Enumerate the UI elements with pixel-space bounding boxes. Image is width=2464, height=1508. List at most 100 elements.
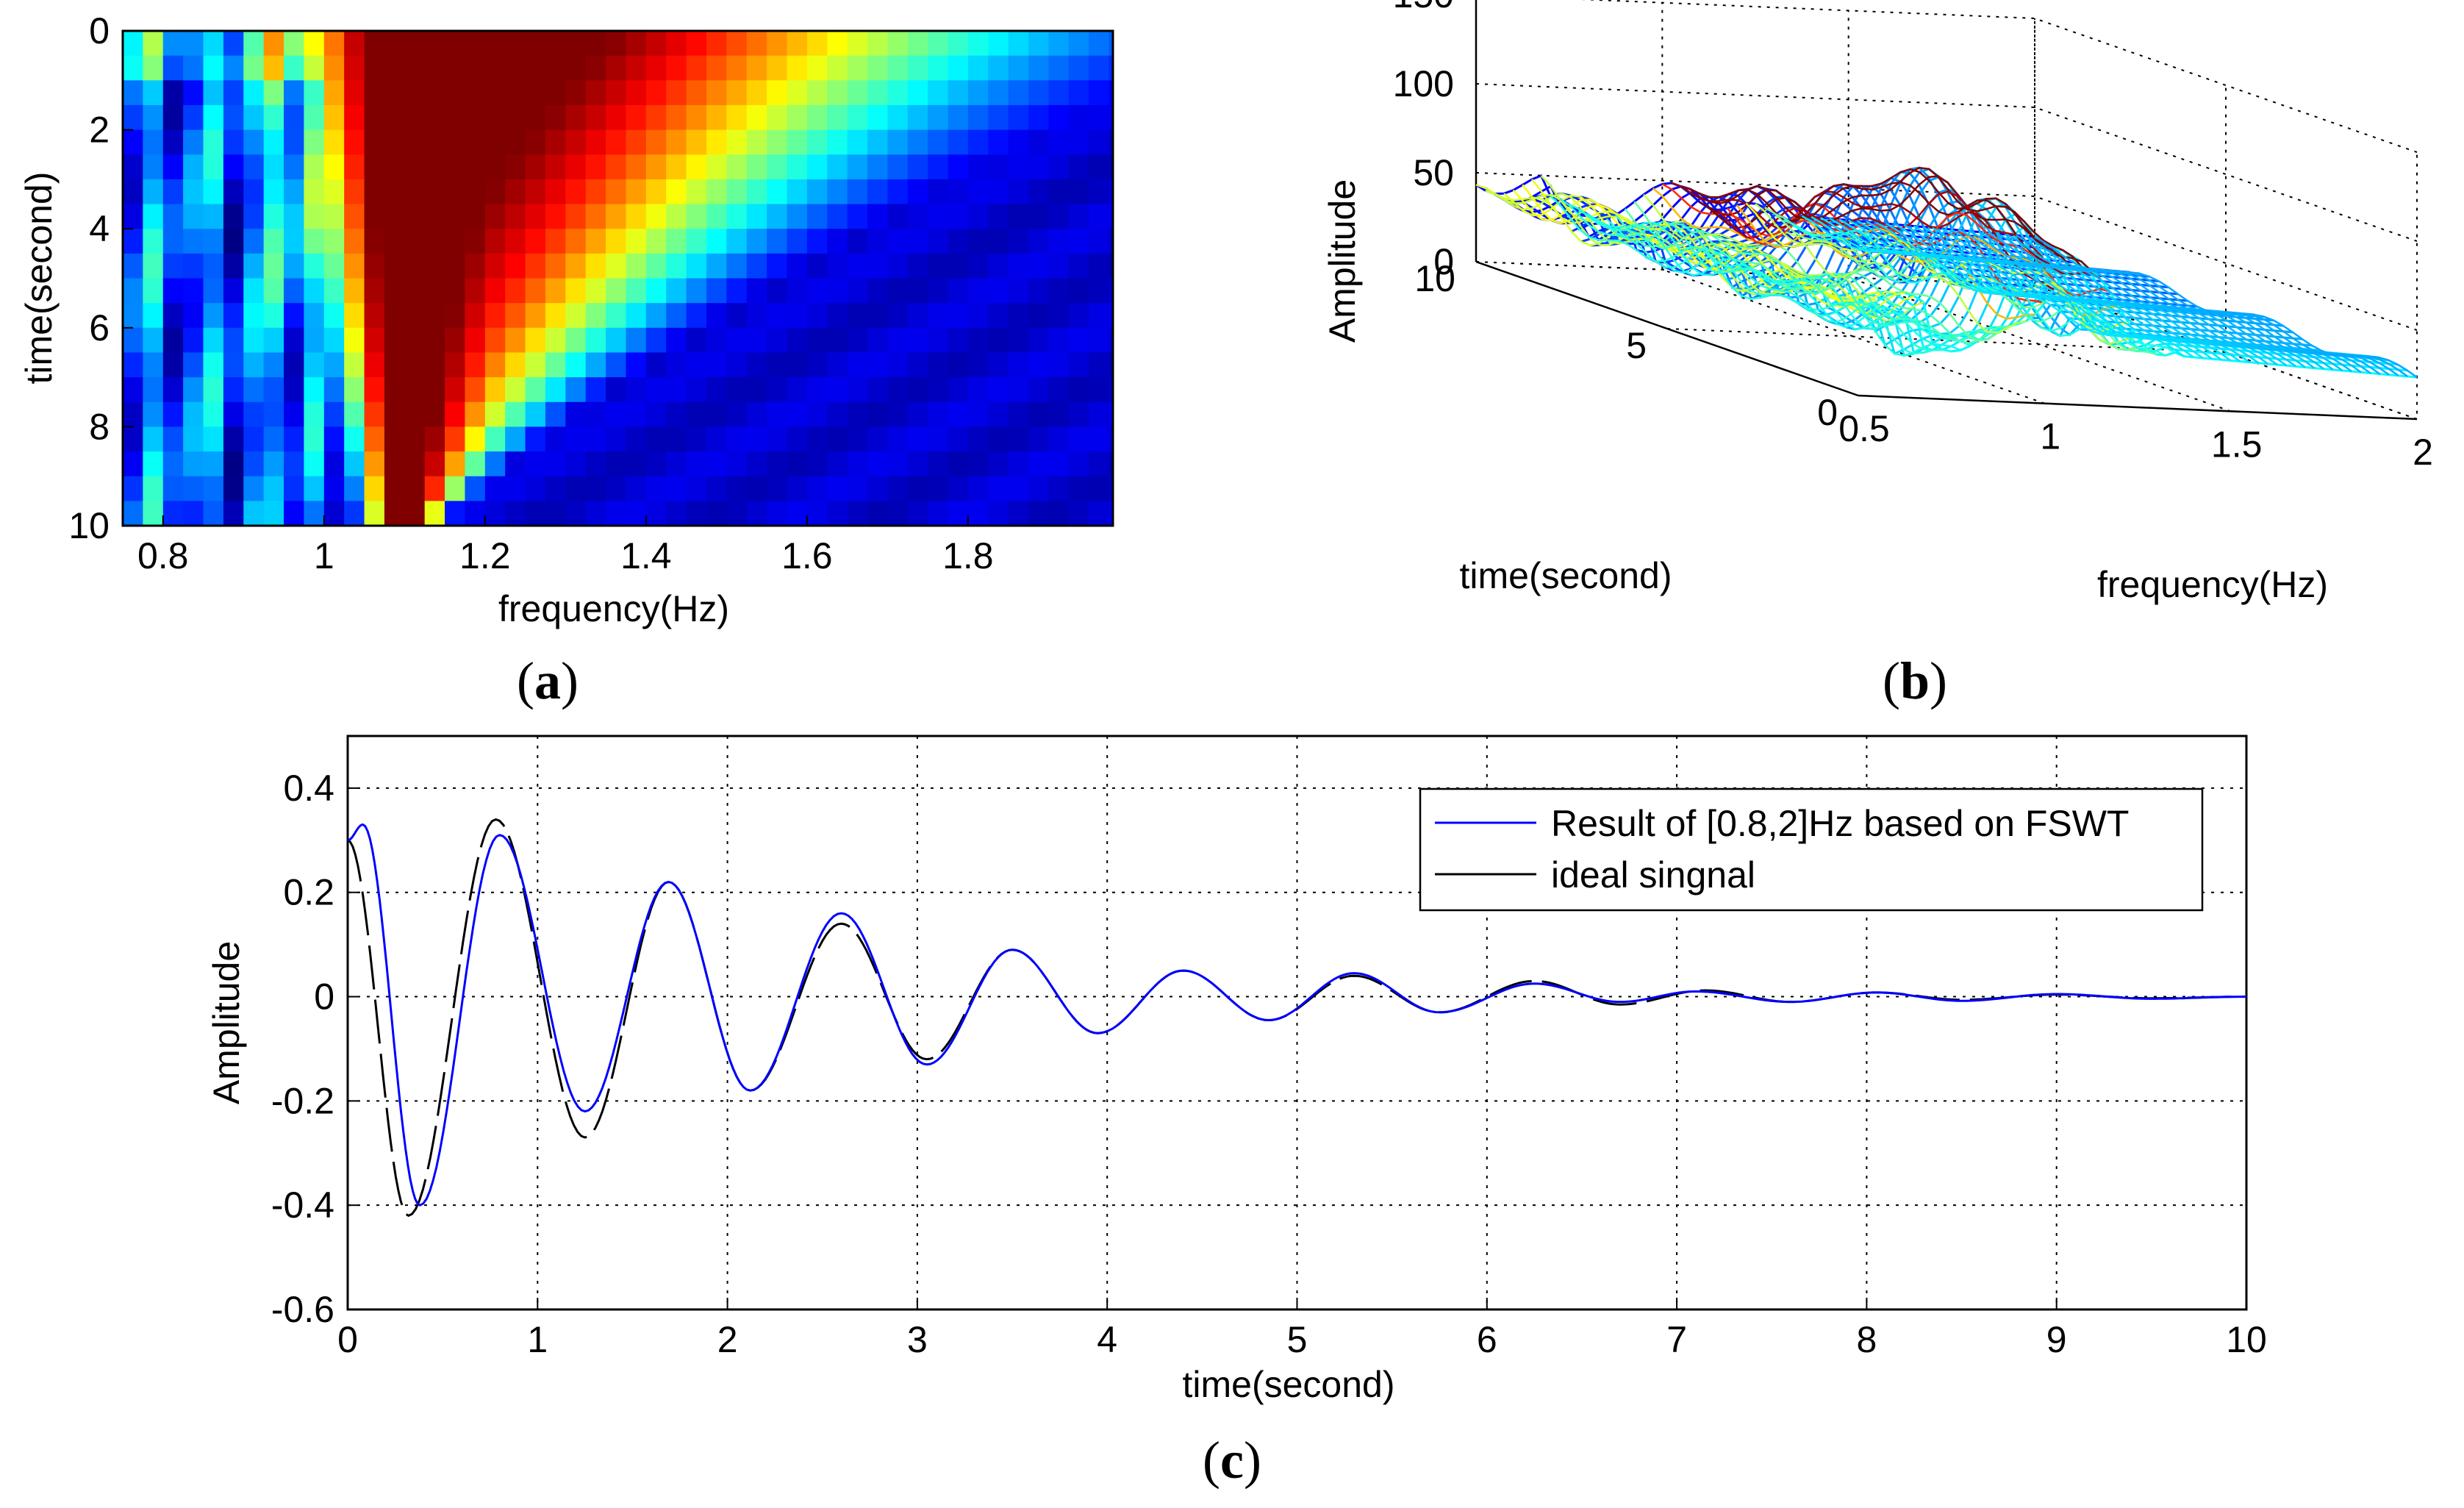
heatmap-y-tick-label: 6: [89, 307, 110, 349]
heatmap-cell: [867, 426, 888, 452]
heatmap-cell: [263, 426, 284, 452]
heatmap-cell: [484, 179, 506, 205]
heatmap-cell: [525, 229, 546, 254]
heatmap-cell: [847, 154, 868, 180]
heatmap-cell: [162, 179, 184, 205]
heatmap-cell: [123, 327, 143, 354]
heatmap-cell: [243, 154, 265, 180]
heatmap-cell: [806, 229, 828, 254]
heatmap-cell: [686, 179, 707, 205]
heatmap-cell: [706, 501, 727, 526]
surface-z-tick-label: 0: [1433, 241, 1454, 282]
heatmap-cell: [706, 104, 727, 131]
heatmap-cell: [223, 80, 244, 106]
heatmap-cell: [867, 303, 888, 329]
heatmap-cell: [243, 426, 265, 452]
heatmap-cell: [948, 80, 969, 106]
heatmap-cell: [424, 154, 445, 180]
heatmap-cell: [162, 327, 184, 354]
surface-mesh-line: [1717, 190, 2101, 280]
heatmap-cell: [988, 154, 1009, 180]
heatmap-cell: [666, 327, 687, 354]
heatmap-cell: [284, 204, 305, 229]
heatmap-cell: [666, 352, 687, 378]
heatmap-cell: [304, 104, 325, 131]
heatmap-cell: [606, 253, 627, 279]
heatmap-cell: [706, 451, 727, 477]
heatmap-cell: [827, 179, 848, 205]
heatmap-cell: [847, 327, 868, 354]
heatmap-cell: [746, 80, 767, 106]
heatmap-cell: [364, 104, 385, 131]
heatmap-y-label: time(second): [18, 172, 60, 385]
heatmap-cell: [767, 129, 788, 155]
heatmap-cell: [183, 426, 204, 452]
heatmap-cell: [465, 31, 486, 57]
heatmap-cell: [143, 451, 164, 477]
heatmap-cell: [787, 352, 808, 378]
heatmap-cell: [223, 129, 244, 155]
heatmap-cell: [948, 253, 969, 279]
heatmap-cell: [967, 426, 989, 452]
heatmap-cell: [484, 401, 506, 427]
surface-z-tick-label: 100: [1393, 63, 1454, 104]
heatmap-cell: [928, 55, 949, 81]
heatmap-cell: [203, 327, 224, 354]
heatmap-cell: [1068, 55, 1089, 81]
heatmap-cell: [585, 377, 606, 403]
heatmap-axes-box: [121, 29, 1114, 527]
heatmap-cell: [988, 129, 1009, 155]
heatmap-cell: [1008, 426, 1029, 452]
heatmap-cell: [1068, 352, 1089, 378]
heatmap-cell: [404, 129, 426, 155]
line-x-label: time(second): [1183, 1364, 1395, 1405]
heatmap-cell: [465, 229, 486, 254]
heatmap-cell: [404, 179, 426, 205]
heatmap-cell: [767, 352, 788, 378]
heatmap-cell: [123, 129, 143, 155]
heatmap-cell: [384, 179, 405, 205]
heatmap-cell: [1109, 401, 1114, 427]
heatmap-cell: [967, 129, 989, 155]
heatmap-cell: [243, 352, 265, 378]
heatmap-cell: [887, 154, 909, 180]
heatmap-cell: [666, 179, 687, 205]
heatmap-cell: [183, 476, 204, 501]
surface-grid-f-line: [1661, 2, 2045, 404]
heatmap-cell: [626, 327, 647, 354]
heatmap-cell: [867, 278, 888, 304]
heatmap-cell: [505, 129, 526, 155]
heatmap-cell: [123, 426, 143, 452]
heatmap-cell: [565, 204, 587, 229]
heatmap-cell: [666, 451, 687, 477]
heatmap-cell: [626, 426, 647, 452]
heatmap-cell: [565, 426, 587, 452]
heatmap-cell: [806, 401, 828, 427]
heatmap-cell: [284, 278, 305, 304]
heatmap-cell: [1048, 401, 1070, 427]
heatmap-cell: [847, 377, 868, 403]
heatmap-cell: [967, 253, 989, 279]
heatmap-cell: [484, 377, 506, 403]
heatmap-cell: [806, 501, 828, 526]
heatmap-cell: [162, 377, 184, 403]
heatmap-cell: [847, 229, 868, 254]
heatmap-cell: [1048, 377, 1070, 403]
heatmap-cell: [284, 327, 305, 354]
heatmap-cell: [183, 154, 204, 180]
heatmap-cell: [806, 55, 828, 81]
heatmap-cell: [123, 501, 143, 526]
heatmap-x-tick-label: 1.6: [781, 535, 833, 576]
heatmap-cell: [565, 154, 587, 180]
heatmap-cell: [284, 179, 305, 205]
heatmap-cell: [948, 476, 969, 501]
heatmap-cell: [787, 426, 808, 452]
heatmap-cell: [1109, 253, 1114, 279]
heatmap-cell: [928, 426, 949, 452]
heatmap-cell: [686, 154, 707, 180]
heatmap-cell: [284, 253, 305, 279]
heatmap-cell: [424, 31, 445, 57]
heatmap-cell: [806, 278, 828, 304]
heatmap-cell: [847, 55, 868, 81]
heatmap-cell: [123, 154, 143, 180]
